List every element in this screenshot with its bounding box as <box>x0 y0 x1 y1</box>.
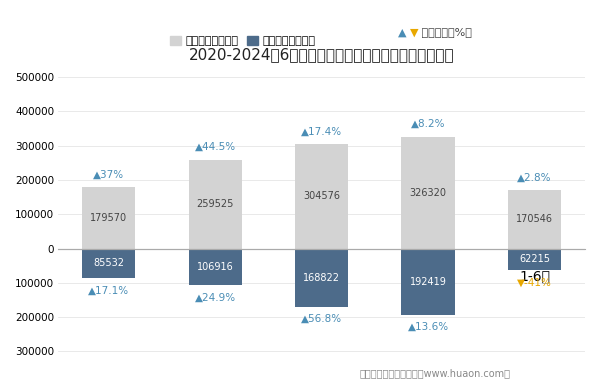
Text: 326320: 326320 <box>410 188 446 198</box>
Bar <box>188 160 242 249</box>
Bar <box>508 190 561 249</box>
Bar <box>82 249 136 278</box>
Text: ▼: ▼ <box>410 27 419 38</box>
Text: 170546: 170546 <box>516 214 553 224</box>
Text: 304576: 304576 <box>303 192 340 201</box>
Text: 259525: 259525 <box>197 199 234 209</box>
Text: 179570: 179570 <box>90 213 127 223</box>
Bar <box>401 249 455 315</box>
Text: 制图：华经产业研究院（www.huaon.com）: 制图：华经产业研究院（www.huaon.com） <box>360 368 511 378</box>
Text: 62215: 62215 <box>519 254 550 264</box>
Text: ▲17.1%: ▲17.1% <box>88 285 130 296</box>
Bar <box>82 187 136 249</box>
Text: ▲8.2%: ▲8.2% <box>411 119 445 129</box>
Text: ▼-41%: ▼-41% <box>517 277 552 288</box>
Text: ▲56.8%: ▲56.8% <box>301 314 342 324</box>
Bar <box>295 249 348 307</box>
Text: 106916: 106916 <box>197 262 233 272</box>
Text: ▲: ▲ <box>398 27 407 38</box>
Text: ▲13.6%: ▲13.6% <box>407 322 449 332</box>
Text: 192419: 192419 <box>410 277 446 287</box>
Bar <box>401 137 455 249</box>
Text: ▲17.4%: ▲17.4% <box>301 127 342 137</box>
Bar <box>295 144 348 249</box>
Text: ▲2.8%: ▲2.8% <box>517 173 552 183</box>
Text: ▲24.9%: ▲24.9% <box>194 293 236 303</box>
Text: 85532: 85532 <box>94 258 124 268</box>
Text: ▲37%: ▲37% <box>93 169 124 179</box>
Bar <box>508 249 561 270</box>
Title: 2020-2024年6月宜宾市商品收发货人所在地进、出口额: 2020-2024年6月宜宾市商品收发货人所在地进、出口额 <box>189 47 454 62</box>
Bar <box>188 249 242 285</box>
Text: ▲44.5%: ▲44.5% <box>194 142 236 152</box>
Text: 同比增长（%）: 同比增长（%） <box>418 27 472 38</box>
Text: 168822: 168822 <box>303 272 340 283</box>
Legend: 出口额（万美元）, 进口额（万美元）: 出口额（万美元）, 进口额（万美元） <box>170 36 316 46</box>
